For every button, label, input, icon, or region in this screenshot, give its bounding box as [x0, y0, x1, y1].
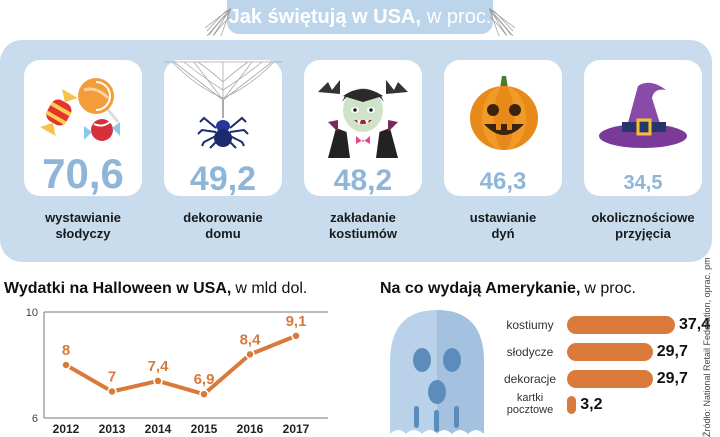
- breakdown-row-label-line1: dekoracje: [503, 372, 557, 386]
- celebration-card-decorations: 49,2: [164, 60, 282, 198]
- spending-chart-title: Wydatki na Halloween w USA, w mld dol.: [4, 280, 307, 298]
- breakdown-title: Na co wydają Amerykanie, w proc.: [380, 280, 636, 298]
- data-label: 9,1: [286, 313, 307, 330]
- data-point: [245, 349, 255, 360]
- celebration-label: ustawianie dyń: [433, 210, 573, 242]
- title-main: Jak świętują w USA,: [228, 5, 421, 28]
- breakdown-value: 29,7: [656, 370, 688, 387]
- celebration-label-line2: dyń: [491, 226, 515, 241]
- spider-icon: [164, 61, 282, 149]
- right-cobweb-icon: [489, 8, 515, 36]
- breakdown-value: 37,4: [679, 316, 711, 333]
- celebration-value: 49,2: [189, 160, 257, 198]
- celebration-label-line1: wystawianie: [45, 210, 121, 225]
- spending-title-main: Wydatki na Halloween w USA,: [4, 280, 232, 297]
- celebration-label: zakładanie kostiumów: [293, 210, 433, 242]
- celebration-label-line2: słodyczy: [55, 226, 111, 241]
- celebration-label-line1: zakładanie: [330, 210, 396, 225]
- breakdown-bar: [567, 396, 577, 414]
- breakdown-row-label-line1: kartki: [516, 392, 544, 404]
- source-note: Źródło: National Retail Federation, opra…: [700, 257, 712, 437]
- breakdown-row-label: kostiumy: [496, 318, 564, 332]
- left-cobweb-icon: [205, 8, 231, 36]
- source-text: Źródło: National Retail Federation, opra…: [702, 257, 712, 437]
- celebration-value: 34,5: [623, 172, 663, 194]
- infographic-title: Jak świętują w USA, w proc.: [227, 0, 493, 34]
- data-point: [153, 376, 163, 386]
- spending-line: [65, 333, 297, 397]
- celebration-card-parties: 34,5: [584, 60, 702, 196]
- celebration-value: 70,6: [42, 150, 124, 197]
- data-point: [61, 360, 71, 370]
- breakdown-row-label: kartki pocztowe: [496, 392, 564, 416]
- x-tick-label: 2015: [191, 422, 218, 436]
- celebration-value: 48,2: [333, 164, 393, 197]
- breakdown-bar: [567, 316, 675, 334]
- breakdown-row-label-line2: pocztowe: [506, 404, 554, 416]
- breakdown-value: 3,2: [580, 396, 603, 413]
- celebration-card-costumes: 48,2: [304, 60, 422, 197]
- spending-line-chart: 10 6 8 2012 7 2013 7,4 2014 6,9 2015 8,4 2016 9,1 201…: [26, 307, 328, 436]
- celebration-label-line1: ustawianie: [469, 210, 537, 225]
- celebration-value: 46,3: [479, 168, 527, 195]
- breakdown-value: 29,7: [656, 343, 688, 360]
- x-tick-label: 2017: [283, 422, 310, 436]
- vampire-icon: [318, 80, 408, 158]
- candy-icon: [40, 78, 120, 141]
- celebration-label-line2: przyjęcia: [615, 226, 671, 241]
- breakdown-row-label-line1: słodycze: [506, 345, 554, 359]
- celebration-label-line2: domu: [205, 226, 241, 241]
- y-tick-label: 10: [26, 307, 38, 319]
- data-label: 8: [62, 342, 70, 359]
- breakdown-row-label-line1: kostiumy: [506, 318, 554, 332]
- celebration-label: dekorowanie domu: [153, 210, 293, 242]
- data-point: [199, 389, 209, 399]
- breakdown-title-main: Na co wydają Amerykanie,: [380, 280, 581, 297]
- celebration-label: okolicznościowe przyjęcia: [573, 210, 713, 242]
- title-unit: w proc.: [426, 5, 492, 28]
- x-tick-label: 2014: [145, 422, 172, 436]
- breakdown-row-label: dekoracje: [496, 372, 564, 386]
- x-tick-label: 2012: [53, 422, 80, 436]
- data-point: [107, 386, 117, 397]
- data-label: 6,9: [194, 371, 215, 388]
- celebration-label: wystawianie słodyczy: [13, 210, 153, 242]
- pumpkin-icon: [470, 76, 538, 150]
- spending-title-unit: w mld dol.: [235, 280, 308, 297]
- celebration-card-pumpkins: 46,3: [444, 60, 562, 196]
- ghost-icon: [390, 310, 484, 434]
- breakdown-row-label: słodycze: [496, 345, 564, 359]
- breakdown-bar: [567, 343, 653, 361]
- data-label: 7,4: [148, 358, 170, 375]
- data-label: 7: [108, 369, 116, 386]
- celebration-card-candy: 70,6: [24, 60, 142, 197]
- x-tick-label: 2016: [237, 422, 264, 436]
- data-point: [291, 331, 301, 341]
- celebration-label-line2: kostiumów: [329, 226, 397, 241]
- witch-hat-icon: [599, 82, 687, 148]
- breakdown-title-unit: w proc.: [584, 280, 636, 297]
- celebration-label-line1: dekorowanie: [183, 210, 263, 225]
- y-tick-label: 6: [32, 413, 38, 425]
- breakdown-bar: [567, 370, 653, 388]
- data-label: 8,4: [240, 331, 262, 348]
- x-tick-label: 2013: [99, 422, 126, 436]
- celebration-label-line1: okolicznościowe: [591, 210, 695, 225]
